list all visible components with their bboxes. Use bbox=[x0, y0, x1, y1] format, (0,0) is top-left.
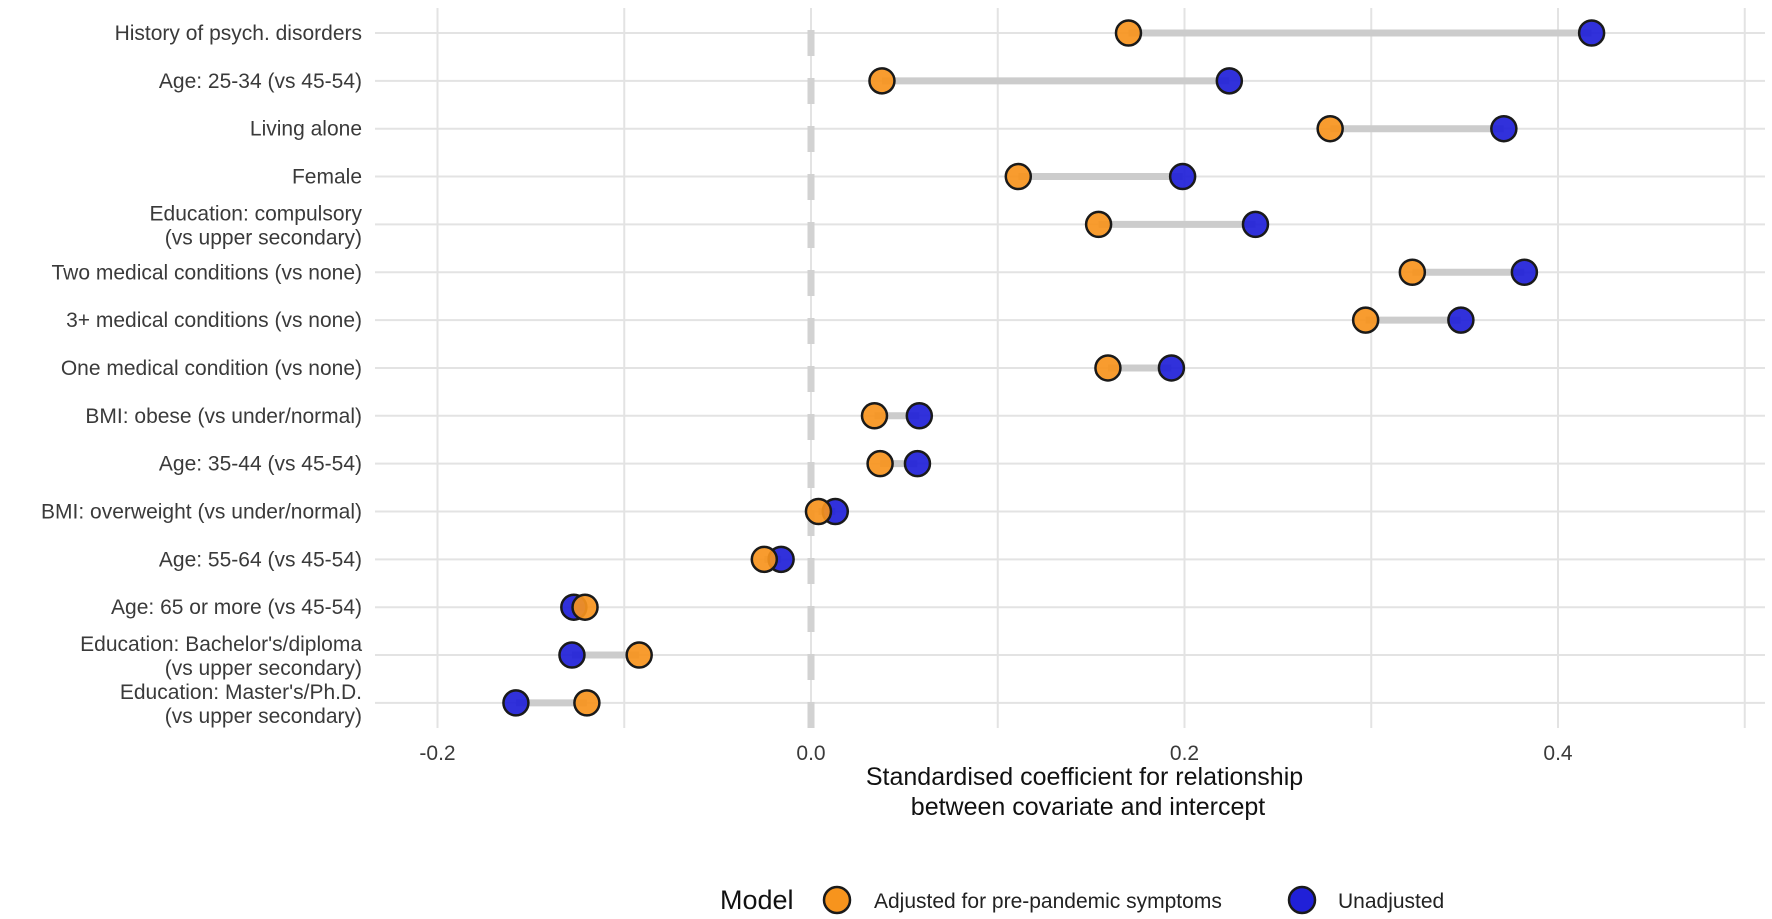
legend-title: Model bbox=[720, 885, 794, 915]
point-unadjusted bbox=[1490, 114, 1518, 143]
y-axis-label: Age: 55-64 (vs 45-54) bbox=[159, 548, 362, 571]
point-unadjusted bbox=[1510, 258, 1539, 286]
x-tick-label: 0.4 bbox=[1543, 742, 1573, 765]
point-adjusted bbox=[1084, 210, 1113, 239]
legend-swatch-adjusted bbox=[822, 885, 852, 915]
point-adjusted bbox=[573, 689, 601, 717]
point-adjusted bbox=[1351, 306, 1380, 334]
y-label-line: Age: 65 or more (vs 45-54) bbox=[111, 596, 362, 619]
point-adjusted bbox=[866, 449, 894, 478]
point-unadjusted bbox=[502, 689, 530, 717]
y-axis-label: Two medical conditions (vs none) bbox=[52, 261, 362, 284]
point-unadjusted bbox=[903, 449, 932, 478]
point-adjusted bbox=[868, 67, 896, 95]
y-axis-label: Education: Master's/Ph.D. (vs upper secon… bbox=[120, 681, 362, 728]
point-unadjusted bbox=[1577, 19, 1606, 47]
y-label-line: History of psych. disorders bbox=[115, 22, 362, 45]
y-label-line: One medical condition (vs none) bbox=[61, 357, 362, 380]
y-axis-label: Age: 35-44 (vs 45-54) bbox=[159, 453, 362, 476]
y-label-line: Two medical conditions (vs none) bbox=[52, 261, 362, 284]
y-axis-label: Education: compulsory (vs upper secondary… bbox=[150, 202, 363, 249]
y-label-line: Age: 55-64 (vs 45-54) bbox=[159, 548, 362, 571]
x-axis-title-line-2: between covariate and intercept bbox=[911, 793, 1265, 821]
point-adjusted bbox=[860, 402, 889, 430]
point-adjusted bbox=[750, 545, 779, 574]
point-adjusted bbox=[1398, 258, 1427, 286]
y-axis-label: Education: Bachelor's/diploma (vs upper s… bbox=[80, 633, 362, 680]
legend-label-adjusted: Adjusted for pre-pandemic symptoms bbox=[874, 890, 1222, 913]
y-label-line: Age: 35-44 (vs 45-54) bbox=[159, 453, 362, 476]
legend-swatch-unadjusted bbox=[1287, 885, 1317, 915]
point-unadjusted bbox=[1215, 67, 1244, 95]
point-adjusted bbox=[1316, 114, 1344, 143]
point-adjusted bbox=[1114, 19, 1143, 47]
y-label-line: (vs upper secondary) bbox=[165, 657, 362, 680]
y-axis-label: 3+ medical conditions (vs none) bbox=[66, 309, 362, 332]
point-adjusted bbox=[625, 641, 653, 669]
point-adjusted bbox=[1004, 162, 1033, 191]
point-adjusted bbox=[804, 497, 833, 526]
legend-label-unadjusted: Unadjusted bbox=[1338, 890, 1444, 913]
y-label-line: Living alone bbox=[250, 118, 362, 141]
y-axis-label: Age: 65 or more (vs 45-54) bbox=[111, 596, 362, 619]
y-axis-labels: History of psych. disorders Age: 25-34 (v… bbox=[41, 22, 362, 728]
point-unadjusted bbox=[558, 641, 586, 669]
y-label-line: Education: Master's/Ph.D. bbox=[120, 681, 362, 704]
y-axis-label: History of psych. disorders bbox=[115, 22, 362, 45]
y-label-line: Age: 25-34 (vs 45-54) bbox=[159, 70, 362, 93]
y-label-line: BMI: obese (vs under/normal) bbox=[85, 405, 362, 428]
y-axis-label: BMI: overweight (vs under/normal) bbox=[41, 501, 362, 524]
y-axis-label: Age: 25-34 (vs 45-54) bbox=[159, 70, 362, 93]
y-label-line: (vs upper secondary) bbox=[165, 226, 362, 249]
x-tick-label: -0.2 bbox=[419, 742, 455, 765]
point-unadjusted bbox=[1447, 306, 1475, 334]
point-unadjusted bbox=[1168, 162, 1197, 191]
y-label-line: BMI: overweight (vs under/normal) bbox=[41, 501, 362, 524]
y-axis-label: One medical condition (vs none) bbox=[61, 357, 362, 380]
point-unadjusted bbox=[1241, 210, 1270, 239]
point-adjusted bbox=[1094, 354, 1122, 382]
point-adjusted bbox=[571, 593, 599, 621]
point-unadjusted bbox=[905, 402, 934, 430]
x-tick-label: 0.2 bbox=[1170, 742, 1199, 765]
x-axis-title: Standardised coefficient for relationshi… bbox=[866, 763, 1310, 821]
y-label-line: Female bbox=[292, 166, 362, 189]
y-axis-label: Female bbox=[292, 166, 362, 189]
legend: Model Adjusted for pre-pandemic symptoms U… bbox=[720, 885, 1444, 915]
x-tick-label: 0.0 bbox=[796, 742, 825, 765]
x-axis-ticks: -0.2 0.0 0.2 0.4 bbox=[419, 742, 1573, 765]
point-unadjusted bbox=[1157, 354, 1186, 382]
y-axis-label: BMI: obese (vs under/normal) bbox=[85, 405, 362, 428]
point-layer bbox=[502, 19, 1606, 717]
y-label-line: Education: Bachelor's/diploma bbox=[80, 633, 362, 656]
y-label-line: Education: compulsory bbox=[150, 202, 363, 225]
y-label-line: (vs upper secondary) bbox=[165, 705, 362, 728]
y-label-line: 3+ medical conditions (vs none) bbox=[66, 309, 362, 332]
x-axis-title-line-1: Standardised coefficient for relationshi… bbox=[866, 763, 1303, 791]
y-axis-label: Living alone bbox=[250, 118, 362, 141]
